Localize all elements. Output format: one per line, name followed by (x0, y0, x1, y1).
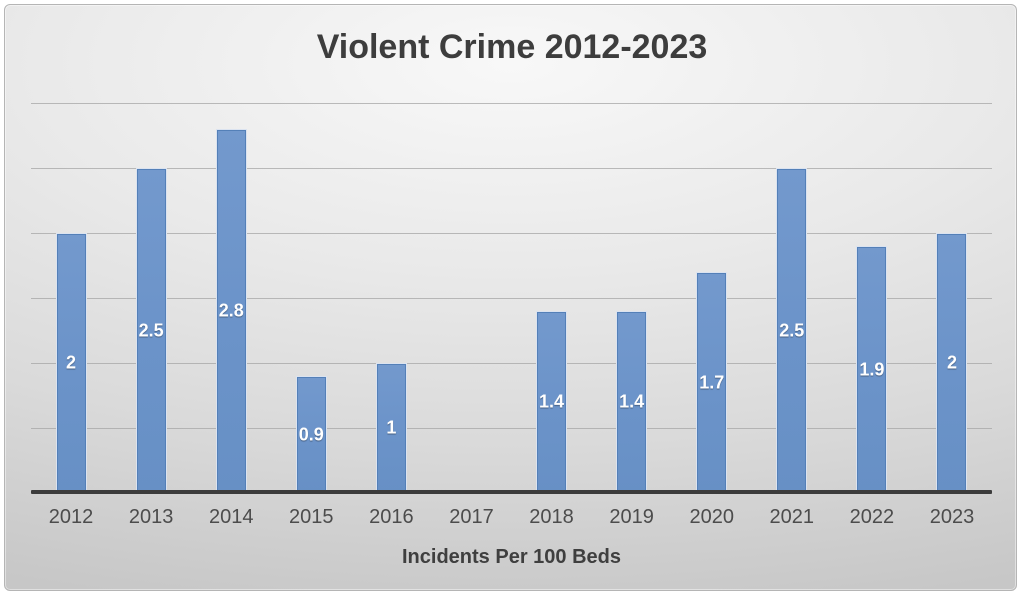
x-tick-label-2017: 2017 (449, 506, 494, 528)
gridline (31, 362, 992, 364)
gridline (31, 232, 992, 234)
x-tick-label-2012: 2012 (48, 506, 94, 528)
gridline (31, 297, 992, 299)
x-tick-label-2013: 2013 (128, 506, 174, 528)
bar-value-label: 1 (386, 417, 397, 438)
bar-value-label: 1.4 (539, 391, 565, 412)
gridline (31, 102, 992, 104)
x-tick-label-2023: 2023 (929, 506, 975, 528)
bar-value-label: 1.4 (619, 391, 645, 412)
x-tick-label-2021: 2021 (769, 506, 815, 528)
bar-2015: 0.9 (295, 376, 327, 493)
bar-2020: 1.7 (696, 272, 728, 493)
bar-2019: 1.4 (616, 311, 648, 493)
bar-value-label: 2.5 (138, 320, 164, 340)
x-tick-label-2016: 2016 (369, 506, 414, 528)
x-axis-title: Incidents Per 100 Beds (402, 546, 621, 568)
bar-2018: 1.4 (536, 311, 568, 493)
gridline (31, 167, 992, 169)
bar-2014: 2.8 (215, 129, 247, 493)
x-tick-label-2019: 2019 (609, 506, 654, 528)
bar-value-label: 1.7 (699, 372, 725, 392)
bar-value-label: 2.8 (218, 300, 244, 321)
plot-area: 2 2.5 2.8 0.9 1 1.4 1.4 1.7 2.5 1.9 2 (31, 102, 992, 493)
bar-2013: 2.5 (135, 168, 167, 493)
x-tick-label-2018: 2018 (529, 506, 574, 528)
x-tick-label-2022: 2022 (849, 506, 895, 528)
bar-2021: 2.5 (776, 168, 808, 493)
bar-value-label: 2 (66, 352, 77, 373)
x-axis-line (31, 490, 992, 494)
x-axis-tick-labels: 2012 2013 2014 2015 2016 2017 2018 2019 2020 2021… (31, 506, 992, 532)
bar-2023: 2 (936, 233, 968, 493)
x-tick-label-2014: 2014 (208, 506, 254, 528)
chart-title: Violent Crime 2012-2023 (316, 28, 708, 66)
bar-value-label: 1.9 (859, 359, 885, 379)
x-tick-label-2020: 2020 (689, 506, 734, 528)
x-tick-label-2015: 2015 (289, 506, 334, 528)
bar-2012: 2 (55, 233, 87, 493)
gridline (31, 427, 992, 429)
bar-value-label: 0.9 (298, 424, 324, 444)
bar-value-label: 2 (946, 352, 957, 373)
bar-2016: 1 (375, 363, 407, 493)
bar-2022: 1.9 (856, 246, 888, 493)
bar-value-label: 2.5 (779, 320, 805, 340)
